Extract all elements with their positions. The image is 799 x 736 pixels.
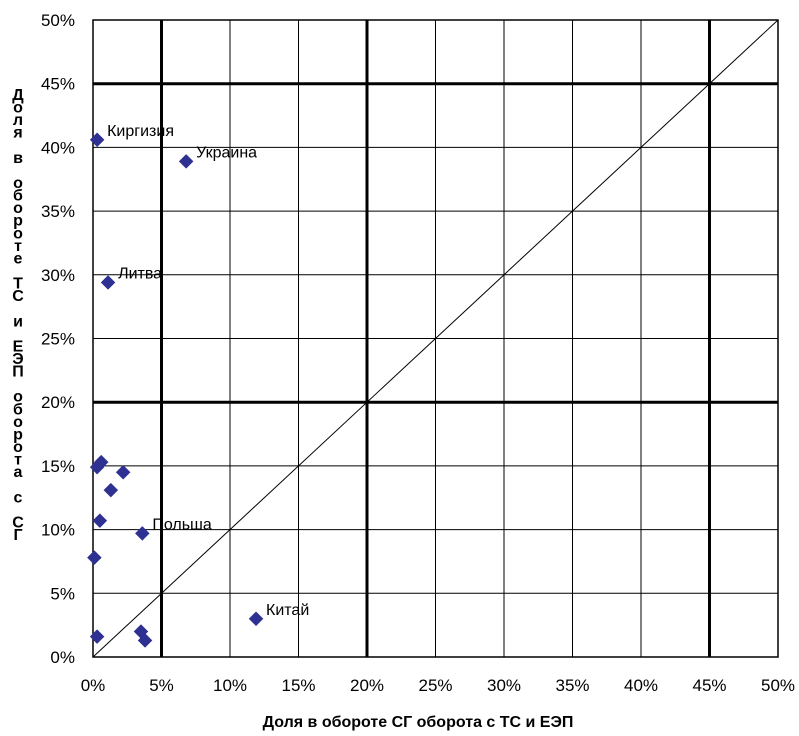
reference-diagonal-line <box>92 19 779 658</box>
x-tick-label: 40% <box>624 676 658 695</box>
y-axis-ticks: 0% 5% 10% 15% 20% 25% 30% 35% 40% 45% 50% <box>41 11 75 667</box>
y-tick-label: 45% <box>41 75 75 94</box>
x-tick-label: 5% <box>149 676 174 695</box>
y-axis-title-glyph: Д <box>12 87 24 104</box>
data-point-marker <box>248 611 264 627</box>
data-point-marker <box>134 526 150 541</box>
x-tick-label: 30% <box>487 676 521 695</box>
x-tick-label: 15% <box>281 676 315 695</box>
y-axis-title-glyph: е <box>14 250 23 267</box>
x-tick-label: 20% <box>350 676 384 695</box>
y-tick-label: 10% <box>41 521 75 540</box>
y-tick-label: 30% <box>41 266 75 285</box>
data-point-marker <box>115 464 131 480</box>
y-axis-title-glyph: Э <box>12 351 23 368</box>
data-point-marker <box>137 633 153 648</box>
data-point-marker <box>92 513 108 529</box>
y-axis-title-glyph: т <box>14 238 22 255</box>
y-tick-label: 15% <box>41 457 75 476</box>
x-tick-label: 0% <box>81 676 106 695</box>
y-axis-title-glyph: Г <box>13 527 22 544</box>
data-point-label: Украина <box>196 144 257 161</box>
x-tick-label: 10% <box>213 676 247 695</box>
y-axis-title-glyph: б <box>13 188 23 205</box>
y-axis-title-glyph: о <box>13 389 23 406</box>
y-axis-title-glyph: П <box>12 364 24 381</box>
x-tick-label: 45% <box>692 676 726 695</box>
y-axis-title-glyph: о <box>13 225 23 242</box>
y-tick-label: 20% <box>41 393 75 412</box>
y-tick-label: 25% <box>41 330 75 349</box>
y-axis-title-glyph: о <box>13 100 23 117</box>
data-point-label: Киргизия <box>107 123 174 140</box>
x-axis-title: Доля в обороте СГ оборота с ТС и ЕЭП <box>263 714 574 731</box>
data-point-label: Китай <box>266 602 309 619</box>
y-axis-title-glyph: я <box>12 125 22 142</box>
data-point-marker <box>89 132 105 148</box>
y-tick-label: 50% <box>41 11 75 30</box>
y-axis-title-glyph: Т <box>13 276 23 293</box>
y-axis-title-glyph: о <box>13 200 23 217</box>
x-tick-label: 35% <box>555 676 589 695</box>
data-point-marker <box>93 454 109 470</box>
y-axis-title-glyph: в <box>13 150 23 167</box>
y-axis-title-glyph: и <box>13 313 23 330</box>
y-axis-title-glyph: т <box>14 452 22 469</box>
y-axis-title-glyph: Е <box>13 338 24 355</box>
x-tick-label: 50% <box>761 676 795 695</box>
x-tick-label: 25% <box>418 676 452 695</box>
y-tick-label: 40% <box>41 138 75 157</box>
plot-border <box>92 19 779 658</box>
data-points: Киргизия Украина Литва Польша Китай <box>87 123 309 648</box>
y-tick-label: 0% <box>50 648 75 667</box>
data-point-label: Польша <box>152 516 212 533</box>
y-axis-title-glyph: б <box>13 401 23 418</box>
y-axis-title-glyph: о <box>13 439 23 456</box>
data-point-marker <box>89 629 105 644</box>
data-point-marker <box>103 482 119 498</box>
y-axis-title-glyph: р <box>13 213 23 230</box>
y-axis-title-glyph: с <box>14 489 23 506</box>
y-axis-title-glyph: л <box>13 112 23 129</box>
y-axis-title-glyph: С <box>12 514 24 531</box>
data-point-marker <box>87 550 102 565</box>
y-axis-title-glyph: о <box>13 414 23 431</box>
y-axis-title-glyph: о <box>13 175 23 192</box>
data-point-marker <box>178 154 194 169</box>
y-axis-title-glyph: С <box>12 288 24 305</box>
y-axis-title-glyph: р <box>13 426 23 443</box>
y-tick-label: 5% <box>50 584 75 603</box>
x-axis-ticks: 0% 5% 10% 15% 20% 25% 30% 35% 40% 45% 50% <box>81 676 795 695</box>
y-axis-title-glyph: а <box>14 464 23 481</box>
data-point-label: Литва <box>118 265 162 282</box>
data-point-marker <box>100 275 116 290</box>
y-tick-label: 35% <box>41 202 75 221</box>
